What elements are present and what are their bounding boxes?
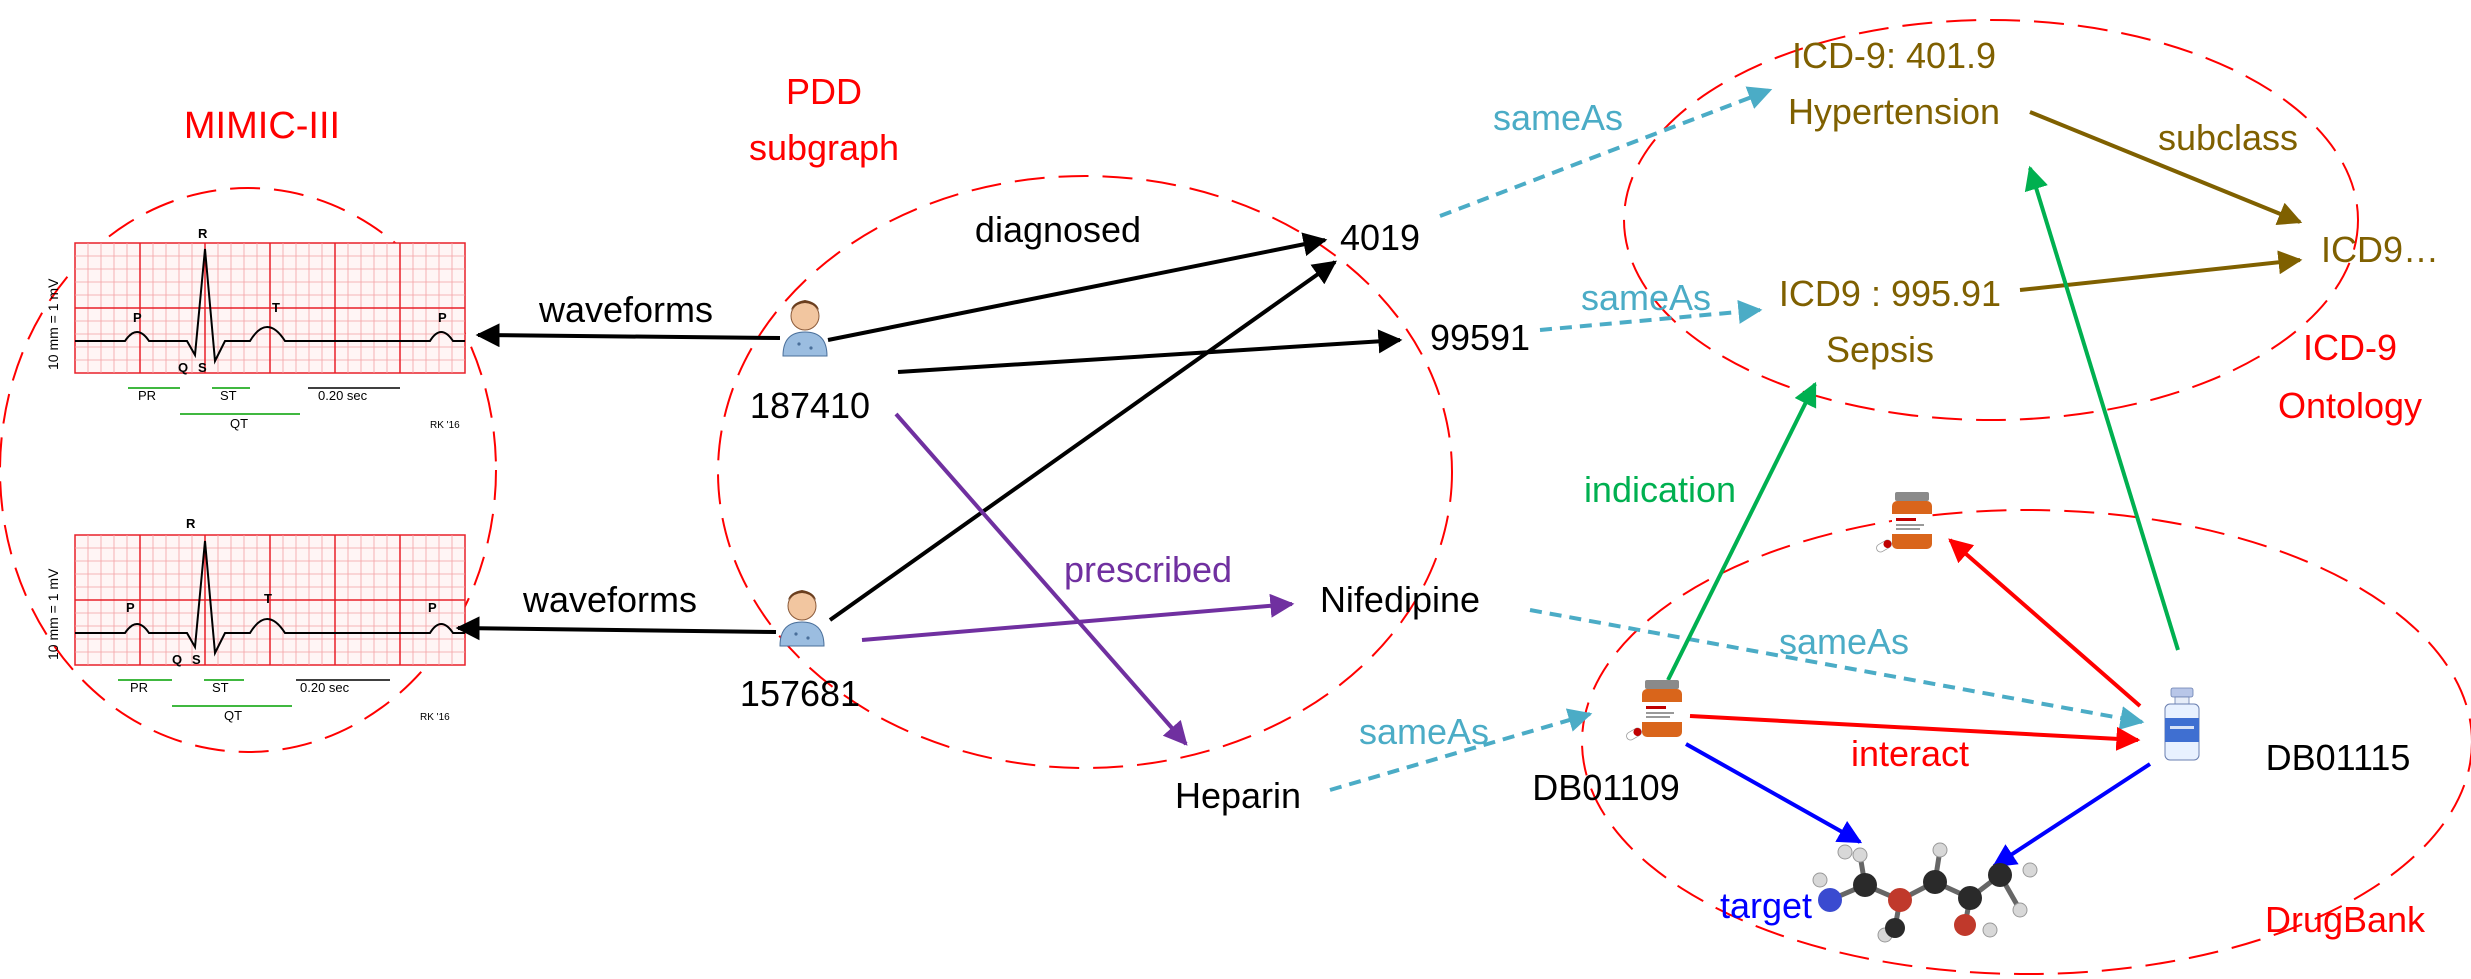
drugbank-label: DrugBank: [2265, 899, 2426, 940]
ecg-q-label: Q: [172, 652, 182, 667]
ecg-pr-label: PR: [138, 388, 156, 403]
patient-157681: 157681: [740, 673, 860, 714]
edge-label-sameas-4: sameAs: [1359, 711, 1489, 752]
node-99591: 99591: [1430, 317, 1530, 358]
edge-label-sameas-2: sameAs: [1581, 277, 1711, 318]
edge-interact-db01109-db01115: [1689, 714, 2141, 751]
icd9-ontology-label-2: Ontology: [2278, 385, 2422, 426]
pdd-subgraph-label: subgraph: [749, 127, 899, 168]
edge-prescribed-187410-heparin: [894, 412, 1188, 746]
ecg-credit-label: RK '16: [420, 712, 450, 723]
vial-icon: [2164, 687, 2200, 761]
icd9-ontology-label: ICD-9: [2303, 327, 2397, 368]
ecg-p-label: P: [438, 310, 447, 325]
ecg-r-label: R: [198, 226, 208, 241]
ecg-s-label: S: [192, 652, 201, 667]
edge-indication-db01115: [2024, 165, 2180, 651]
ecg-pr-label: PR: [130, 680, 148, 695]
node-sepsis: Sepsis: [1826, 329, 1934, 370]
edge-sameas-nifedipine: [1529, 608, 2145, 730]
ecg-interval-label: 0.20 sec: [300, 680, 350, 695]
icd9-circle: [1623, 19, 2359, 421]
ecg-calibration-label: 10 mm = 1 mV: [45, 278, 61, 370]
ecg-t-label: T: [264, 591, 272, 606]
edge-label-sameas-1: sameAs: [1493, 97, 1623, 138]
ecg-interval-label: 0.20 sec: [318, 388, 368, 403]
ecg-q-label: Q: [178, 360, 188, 375]
ecg-calibration-label: 10 mm = 1 mV: [45, 568, 61, 660]
patient-icon: [779, 589, 825, 647]
drugbank-circle: [1581, 509, 2471, 975]
edge-sameas-heparin: [1329, 708, 1593, 792]
ecg-2-labels: 10 mm = 1 mV R P T P Q S PR ST QT 0.20 s…: [45, 516, 450, 723]
edge-label-interact: interact: [1851, 733, 1969, 774]
mimic-label: MIMIC-III: [184, 105, 340, 147]
ecg-t-label: T: [272, 300, 280, 315]
ecg-s-label: S: [198, 360, 207, 375]
edge-diagnosed-187410-4019: [827, 232, 1328, 342]
pill-bottle-icon: [1874, 491, 1933, 554]
ecg-r-label: R: [186, 516, 196, 531]
edge-label-waveforms-2: waveforms: [522, 579, 697, 620]
edge-waveforms-2: [455, 616, 777, 641]
node-hypertension: Hypertension: [1788, 91, 2000, 132]
edge-sameas-99591: [1539, 300, 1763, 332]
node-icd9-995-91: ICD9 : 995.91: [1779, 273, 2001, 314]
node-heparin: Heparin: [1175, 775, 1301, 816]
ecg-2-interval-marks: [118, 679, 390, 707]
node-db01115: DB01115: [2266, 737, 2411, 778]
edge-prescribed-157681-nifedipine: [861, 593, 1295, 642]
edge-subclass-hypertension: [2029, 110, 2303, 225]
patient-icon: [782, 299, 828, 357]
ecg-credit-label: RK '16: [430, 420, 460, 431]
node-icd9-parent: ICD9…: [2321, 229, 2439, 270]
pdd-label: PDD: [786, 71, 862, 112]
edge-diagnosed-157681-4019: [828, 260, 1337, 622]
edge-interact-db01115-drug: [1948, 538, 2142, 708]
mimic-circle: [0, 187, 497, 753]
patient-187410: 187410: [750, 385, 870, 426]
ecg-1-labels: 10 mm = 1 mV R P T P Q S PR ST QT 0.20 s…: [45, 226, 460, 431]
edge-label-sameas-3: sameAs: [1779, 621, 1909, 662]
edge-label-diagnosed: diagnosed: [975, 209, 1141, 250]
ecg-strip-1: [74, 242, 466, 374]
edge-label-waveforms-1: waveforms: [538, 289, 713, 330]
edge-indication-db01109: [1666, 381, 1817, 681]
molecule-icon: [1812, 842, 2038, 943]
node-db01109: DB01109: [1532, 767, 1679, 808]
ecg-p-label: P: [428, 600, 437, 615]
ecg-st-label: ST: [220, 388, 237, 403]
edge-target-db01109: [1685, 742, 1863, 844]
ecg-qt-label: QT: [224, 708, 242, 723]
ecg-p-label: P: [133, 310, 142, 325]
pdd-circle: [717, 175, 1453, 769]
node-nifedipine: Nifedipine: [1320, 579, 1480, 620]
edge-label-prescribed: prescribed: [1064, 549, 1232, 590]
edge-label-target: target: [1720, 885, 1812, 926]
ecg-st-label: ST: [212, 680, 229, 695]
ecg-qt-label: QT: [230, 416, 248, 431]
node-4019: 4019: [1340, 217, 1420, 258]
edge-label-subclass: subclass: [2158, 117, 2298, 158]
ecg-p-label: P: [126, 600, 135, 615]
pill-bottle-icon: [1624, 679, 1683, 742]
node-icd9-401-9: ICD-9: 401.9: [1792, 35, 1996, 76]
edge-diagnosed-187410-99591: [897, 329, 1403, 374]
edge-waveforms-1: [475, 323, 781, 348]
ecg-1-interval-marks: [128, 387, 400, 415]
edge-label-indication: indication: [1584, 469, 1736, 510]
edge-target-db01115: [1991, 762, 2152, 868]
